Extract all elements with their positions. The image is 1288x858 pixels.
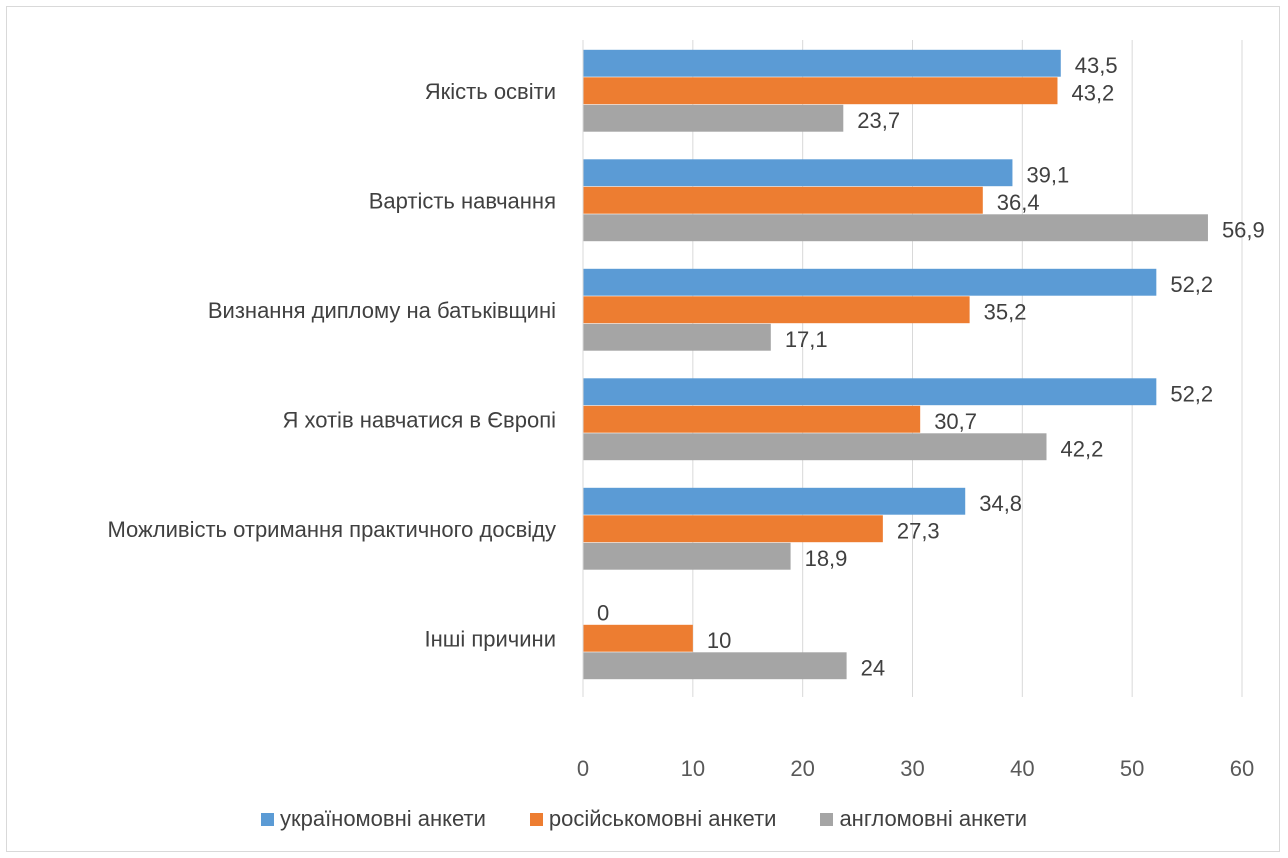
category-label: Якість освіти xyxy=(425,79,556,104)
data-label: 10 xyxy=(707,628,731,653)
category-label: Можливість отримання практичного досвіду xyxy=(107,517,556,542)
bar xyxy=(583,323,771,351)
legend-swatch-english xyxy=(820,812,834,826)
category-label: Я хотів навчатися в Європі xyxy=(282,407,556,432)
category-label: Визнання диплому на батьківщині xyxy=(208,298,556,323)
bar xyxy=(583,159,1013,187)
category-label: Інші причини xyxy=(424,626,556,651)
data-label: 18,9 xyxy=(805,546,848,571)
data-label: 42,2 xyxy=(1060,437,1103,462)
legend-label-ukrainian: україномовні анкети xyxy=(279,806,486,831)
data-label: 0 xyxy=(597,601,609,626)
bar-chart: 0 10 20 30 40 50 60 Якість освіти 43,5 43,2 23,7 Ва… xyxy=(107,40,1265,781)
bar xyxy=(583,433,1047,461)
data-label: 24 xyxy=(861,656,885,681)
data-label: 17,1 xyxy=(785,327,828,352)
data-label: 27,3 xyxy=(897,519,940,544)
bar xyxy=(583,49,1061,77)
data-label: 34,8 xyxy=(979,491,1022,516)
data-label: 23,7 xyxy=(857,108,900,133)
bar xyxy=(583,515,883,543)
bar xyxy=(583,104,844,132)
data-label: 52,2 xyxy=(1170,382,1213,407)
data-label: 43,2 xyxy=(1071,81,1114,106)
x-tick-label: 10 xyxy=(681,756,705,781)
x-tick-label: 50 xyxy=(1120,756,1144,781)
bar xyxy=(583,296,970,324)
bar xyxy=(583,405,921,433)
x-tick-label: 60 xyxy=(1230,756,1254,781)
data-label: 35,2 xyxy=(984,300,1027,325)
data-label: 43,5 xyxy=(1075,53,1118,78)
legend: україномовні анкети російськомовні анкет… xyxy=(0,806,1288,832)
legend-label-english: англомовні анкети xyxy=(839,806,1028,831)
legend-label-russian: російськомовні анкети xyxy=(548,806,777,831)
data-label: 30,7 xyxy=(934,409,977,434)
data-label: 36,4 xyxy=(997,190,1040,215)
bar xyxy=(583,77,1058,105)
bar xyxy=(583,624,693,652)
x-tick-label: 40 xyxy=(1010,756,1034,781)
category-label: Вартість навчання xyxy=(369,188,556,213)
bar xyxy=(583,542,791,570)
legend-swatch-ukrainian xyxy=(260,812,274,826)
bar xyxy=(583,378,1157,406)
bar xyxy=(583,487,966,515)
bar xyxy=(583,268,1157,296)
bar xyxy=(583,652,847,680)
data-label: 56,9 xyxy=(1222,218,1265,243)
x-tick-label: 20 xyxy=(790,756,814,781)
x-tick-label: 0 xyxy=(577,756,589,781)
legend-item-english: англомовні анкети xyxy=(820,806,1027,832)
x-tick-label: 30 xyxy=(900,756,924,781)
legend-swatch-russian xyxy=(529,812,543,826)
bar xyxy=(583,186,983,214)
legend-item-russian: російськомовні анкети xyxy=(529,806,777,832)
data-label: 52,2 xyxy=(1170,272,1213,297)
data-label: 39,1 xyxy=(1026,163,1069,188)
bar xyxy=(583,214,1208,242)
legend-item-ukrainian: україномовні анкети xyxy=(260,806,486,832)
